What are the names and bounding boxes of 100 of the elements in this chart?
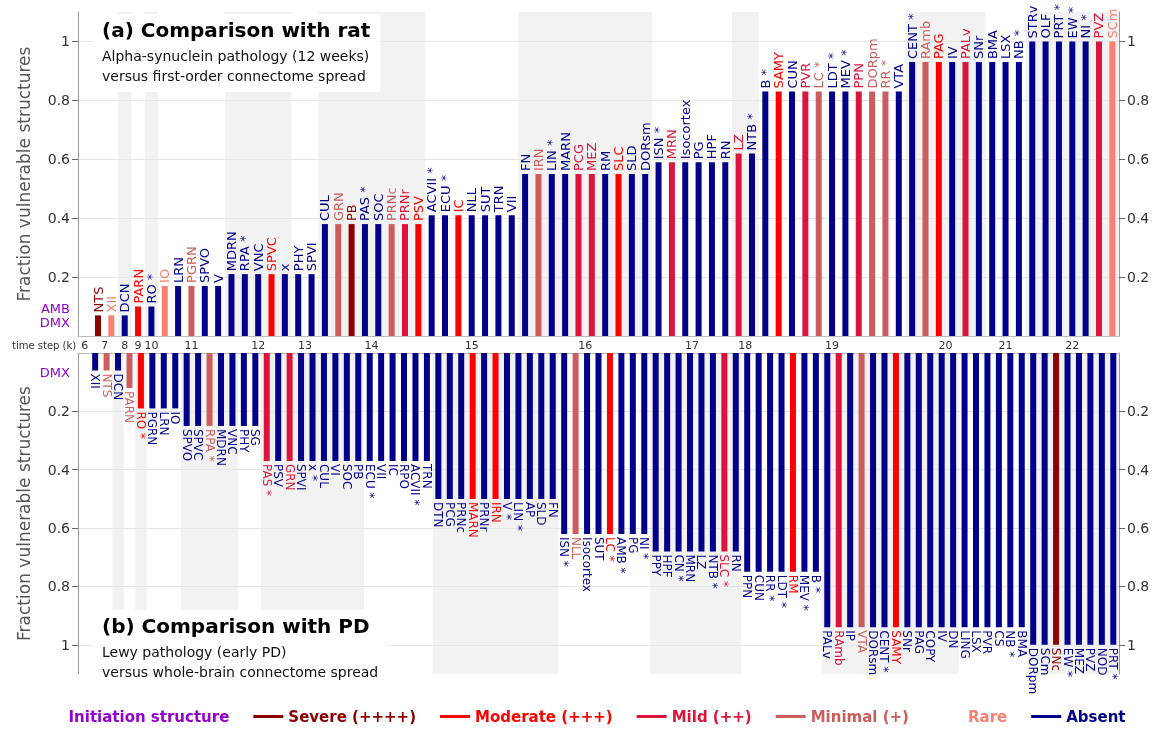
bar	[675, 353, 682, 552]
bar	[401, 224, 408, 336]
bar	[401, 353, 408, 461]
x-tick-label: SNr	[971, 35, 987, 60]
bar	[206, 353, 213, 426]
bar	[602, 174, 609, 336]
bar	[847, 353, 854, 628]
bar	[240, 353, 247, 426]
y2-tick-label: 1	[1127, 636, 1136, 653]
bar	[526, 353, 533, 499]
bar	[682, 162, 689, 336]
bar	[562, 174, 569, 336]
x-tick-label: PB	[344, 204, 360, 222]
bar	[268, 274, 275, 336]
bar	[938, 353, 945, 628]
bar	[375, 224, 382, 336]
bar	[366, 353, 373, 461]
y-tick-label: 0.6	[47, 520, 71, 537]
x-tick-label: MARN	[557, 132, 573, 171]
y2-tick-label: 0.4	[1127, 210, 1150, 227]
band-label: 16	[578, 338, 593, 352]
bar	[469, 353, 476, 499]
bar	[1002, 62, 1009, 336]
bar	[1018, 353, 1025, 628]
bar	[161, 285, 168, 336]
bar	[762, 91, 769, 336]
x-tick-label: ISN *	[651, 126, 667, 160]
bar	[495, 215, 502, 336]
legend-label: Mild (++)	[671, 707, 752, 726]
y2-tick-label: 0.6	[1127, 151, 1150, 168]
bar	[721, 353, 728, 552]
bar	[1087, 353, 1094, 645]
bar	[989, 62, 996, 336]
x-tick-label: PPN	[851, 63, 867, 89]
y2-tick-label: 1	[1127, 33, 1136, 50]
y2-tick-label: 0.4	[1127, 461, 1150, 478]
x-tick-label: IV	[944, 46, 960, 60]
x-tick-label: PRNc	[384, 187, 400, 222]
bar	[584, 353, 591, 534]
bar	[595, 353, 602, 534]
bar	[870, 353, 877, 628]
y-tick-label: 0.2	[47, 269, 70, 286]
bar	[909, 62, 916, 336]
bar	[1098, 353, 1105, 645]
bar	[378, 353, 385, 461]
bar	[915, 353, 922, 628]
bar	[195, 353, 202, 426]
bar	[629, 353, 636, 534]
bar	[882, 91, 889, 336]
x-tick-label: RR *	[877, 59, 893, 89]
legend-label: Moderate (+++)	[475, 707, 613, 726]
bar	[263, 353, 270, 461]
bar	[572, 353, 579, 534]
x-tick-label: VTA	[891, 63, 907, 89]
bar	[652, 353, 659, 552]
x-tick-label: VNC	[250, 243, 266, 272]
text: 15	[464, 338, 479, 352]
bar	[468, 215, 475, 336]
x-tick-label: PAS *	[357, 185, 373, 222]
x-tick-label: DCN	[117, 283, 133, 313]
x-tick-label: VII	[504, 195, 520, 213]
bar	[183, 353, 190, 426]
bar	[695, 162, 702, 336]
bar	[95, 315, 102, 336]
bar	[962, 62, 969, 336]
bar	[812, 353, 819, 572]
bar	[732, 353, 739, 552]
x-tick-label: LZ	[731, 134, 747, 151]
bar	[415, 224, 422, 336]
x-tick-label: SPVO	[179, 428, 194, 462]
x-tick-label: STRv	[1024, 5, 1040, 39]
text: 19	[825, 338, 840, 352]
bar	[412, 353, 419, 461]
bar	[508, 215, 515, 336]
bar	[975, 62, 982, 336]
bar	[458, 353, 465, 499]
bar	[522, 174, 529, 336]
x-axis-title: time step (k)	[12, 339, 77, 351]
bar	[869, 91, 876, 336]
bar	[286, 353, 293, 461]
legend-label: Absent	[1066, 707, 1126, 726]
bar	[172, 353, 179, 409]
bar	[121, 315, 128, 336]
bar	[1029, 41, 1036, 336]
x-tick-label: V	[210, 273, 226, 283]
bar	[103, 353, 110, 371]
x-tick-label: PAG	[931, 33, 947, 60]
bar	[92, 353, 99, 371]
band-label: 20	[938, 338, 953, 352]
bar	[984, 353, 991, 628]
x-tick-label: PG	[691, 141, 707, 160]
x-tick-label: NTS	[90, 286, 106, 313]
y2-tick-label: 0.6	[1127, 520, 1150, 537]
bar	[687, 353, 694, 552]
bar	[767, 353, 774, 572]
x-tick-label: PRT *	[1051, 3, 1067, 39]
x-tick-label: RO *	[143, 273, 159, 304]
x-tick-label: IC	[450, 199, 466, 213]
bar	[361, 224, 368, 336]
x-tick-label: BMA	[984, 29, 1000, 60]
